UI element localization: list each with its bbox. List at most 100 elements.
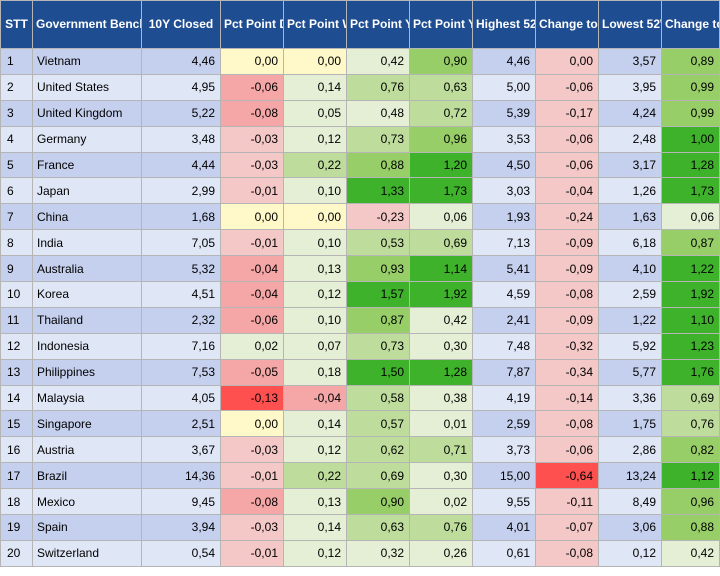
cell-pct-ww: 0,10 [283, 177, 347, 205]
cell-stt: 7 [0, 203, 33, 231]
cell-closed: 1,68 [141, 203, 221, 231]
cell-change-h52w: -0,14 [535, 384, 599, 412]
cell-pct-ytd: 1,33 [346, 177, 410, 205]
cell-lowest-52w: 5,77 [598, 358, 662, 386]
cell-country: Indonesia [32, 332, 142, 360]
cell-pct-ww: 0,12 [283, 539, 347, 567]
cell-change-l52w: 1,76 [661, 358, 720, 386]
cell-change-h52w: -0,09 [535, 306, 599, 334]
cell-change-l52w: 1,10 [661, 306, 720, 334]
cell-pct-yy: 0,71 [409, 436, 473, 464]
cell-change-h52w: -0,08 [535, 410, 599, 438]
cell-highest-52w: 9,55 [472, 488, 536, 516]
cell-change-h52w: -0,06 [535, 125, 599, 153]
cell-closed: 2,51 [141, 410, 221, 438]
cell-pct-ytd: 0,57 [346, 410, 410, 438]
cell-change-h52w: -0,09 [535, 229, 599, 257]
cell-stt: 14 [0, 384, 33, 412]
cell-pct-dd: 0,00 [220, 48, 284, 75]
cell-pct-ww: 0,10 [283, 306, 347, 334]
cell-stt: 15 [0, 410, 33, 438]
cell-country: Mexico [32, 488, 142, 516]
cell-change-h52w: -0,08 [535, 281, 599, 308]
cell-stt: 5 [0, 151, 33, 179]
cell-highest-52w: 1,93 [472, 203, 536, 231]
cell-pct-yy: 1,20 [409, 151, 473, 179]
cell-pct-yy: 0,38 [409, 384, 473, 412]
cell-pct-yy: 1,14 [409, 255, 473, 283]
cell-stt: 12 [0, 332, 33, 360]
cell-lowest-52w: 2,48 [598, 125, 662, 153]
cell-pct-ww: 0,14 [283, 73, 347, 101]
table-row: 11 Thailand 2,32 -0,06 0,10 0,87 0,42 2,41 -0,09… [0, 306, 720, 334]
cell-change-h52w: -0,04 [535, 177, 599, 205]
cell-pct-ww: 0,14 [283, 514, 347, 541]
cell-change-l52w: 1,92 [661, 281, 720, 308]
cell-closed: 7,53 [141, 358, 221, 386]
cell-highest-52w: 5,41 [472, 255, 536, 283]
cell-lowest-52w: 4,24 [598, 99, 662, 127]
cell-change-l52w: 0,06 [661, 203, 720, 231]
cell-highest-52w: 4,50 [472, 151, 536, 179]
cell-pct-dd: -0,03 [220, 514, 284, 541]
cell-highest-52w: 15,00 [472, 462, 536, 490]
cell-pct-ytd: 0,73 [346, 125, 410, 153]
cell-pct-yy: 1,73 [409, 177, 473, 205]
cell-change-h52w: -0,08 [535, 539, 599, 567]
cell-lowest-52w: 5,92 [598, 332, 662, 360]
header-highest-52w: Highest 52W [472, 0, 536, 49]
cell-lowest-52w: 1,75 [598, 410, 662, 438]
cell-closed: 4,46 [141, 48, 221, 75]
cell-stt: 16 [0, 436, 33, 464]
cell-pct-yy: 1,28 [409, 358, 473, 386]
cell-lowest-52w: 6,18 [598, 229, 662, 257]
cell-pct-ytd: 0,53 [346, 229, 410, 257]
cell-pct-ww: 0,00 [283, 48, 347, 75]
cell-pct-dd: -0,08 [220, 99, 284, 127]
cell-pct-dd: -0,04 [220, 281, 284, 308]
cell-stt: 3 [0, 99, 33, 127]
cell-lowest-52w: 3,36 [598, 384, 662, 412]
cell-pct-yy: 0,76 [409, 514, 473, 541]
header-change-h52w: Change to H52W [535, 0, 599, 49]
table-row: 13 Philippines 7,53 -0,05 0,18 1,50 1,28 7,87 -0… [0, 358, 720, 386]
cell-pct-dd: -0,05 [220, 358, 284, 386]
cell-change-l52w: 1,22 [661, 255, 720, 283]
cell-change-h52w: -0,24 [535, 203, 599, 231]
cell-pct-ytd: 0,69 [346, 462, 410, 490]
cell-stt: 1 [0, 48, 33, 75]
cell-pct-dd: -0,03 [220, 151, 284, 179]
cell-change-h52w: -0,06 [535, 436, 599, 464]
cell-pct-ytd: 0,58 [346, 384, 410, 412]
cell-closed: 9,45 [141, 488, 221, 516]
cell-closed: 7,05 [141, 229, 221, 257]
cell-stt: 2 [0, 73, 33, 101]
cell-country: United States [32, 73, 142, 101]
cell-stt: 19 [0, 514, 33, 541]
cell-stt: 20 [0, 539, 33, 567]
cell-change-h52w: -0,09 [535, 255, 599, 283]
cell-country: Korea [32, 281, 142, 308]
table-row: 6 Japan 2,99 -0,01 0,10 1,33 1,73 3,03 -0,04 1,26… [0, 177, 720, 205]
cell-lowest-52w: 2,86 [598, 436, 662, 464]
cell-pct-yy: 0,90 [409, 48, 473, 75]
cell-lowest-52w: 4,10 [598, 255, 662, 283]
cell-country: France [32, 151, 142, 179]
cell-stt: 13 [0, 358, 33, 386]
cell-pct-ytd: 0,48 [346, 99, 410, 127]
table-row: 20 Switzerland 0,54 -0,01 0,12 0,32 0,26 0,61 -0… [0, 539, 720, 567]
cell-closed: 2,32 [141, 306, 221, 334]
cell-closed: 0,54 [141, 539, 221, 567]
cell-change-l52w: 0,88 [661, 514, 720, 541]
cell-change-l52w: 0,82 [661, 436, 720, 464]
cell-pct-yy: 0,69 [409, 229, 473, 257]
header-10y-closed: 10Y Closed [141, 0, 221, 49]
cell-pct-ytd: 0,73 [346, 332, 410, 360]
cell-country: Brazil [32, 462, 142, 490]
cell-stt: 17 [0, 462, 33, 490]
cell-change-l52w: 0,99 [661, 99, 720, 127]
cell-lowest-52w: 3,17 [598, 151, 662, 179]
cell-pct-ww: 0,12 [283, 125, 347, 153]
cell-lowest-52w: 2,59 [598, 281, 662, 308]
cell-lowest-52w: 1,63 [598, 203, 662, 231]
